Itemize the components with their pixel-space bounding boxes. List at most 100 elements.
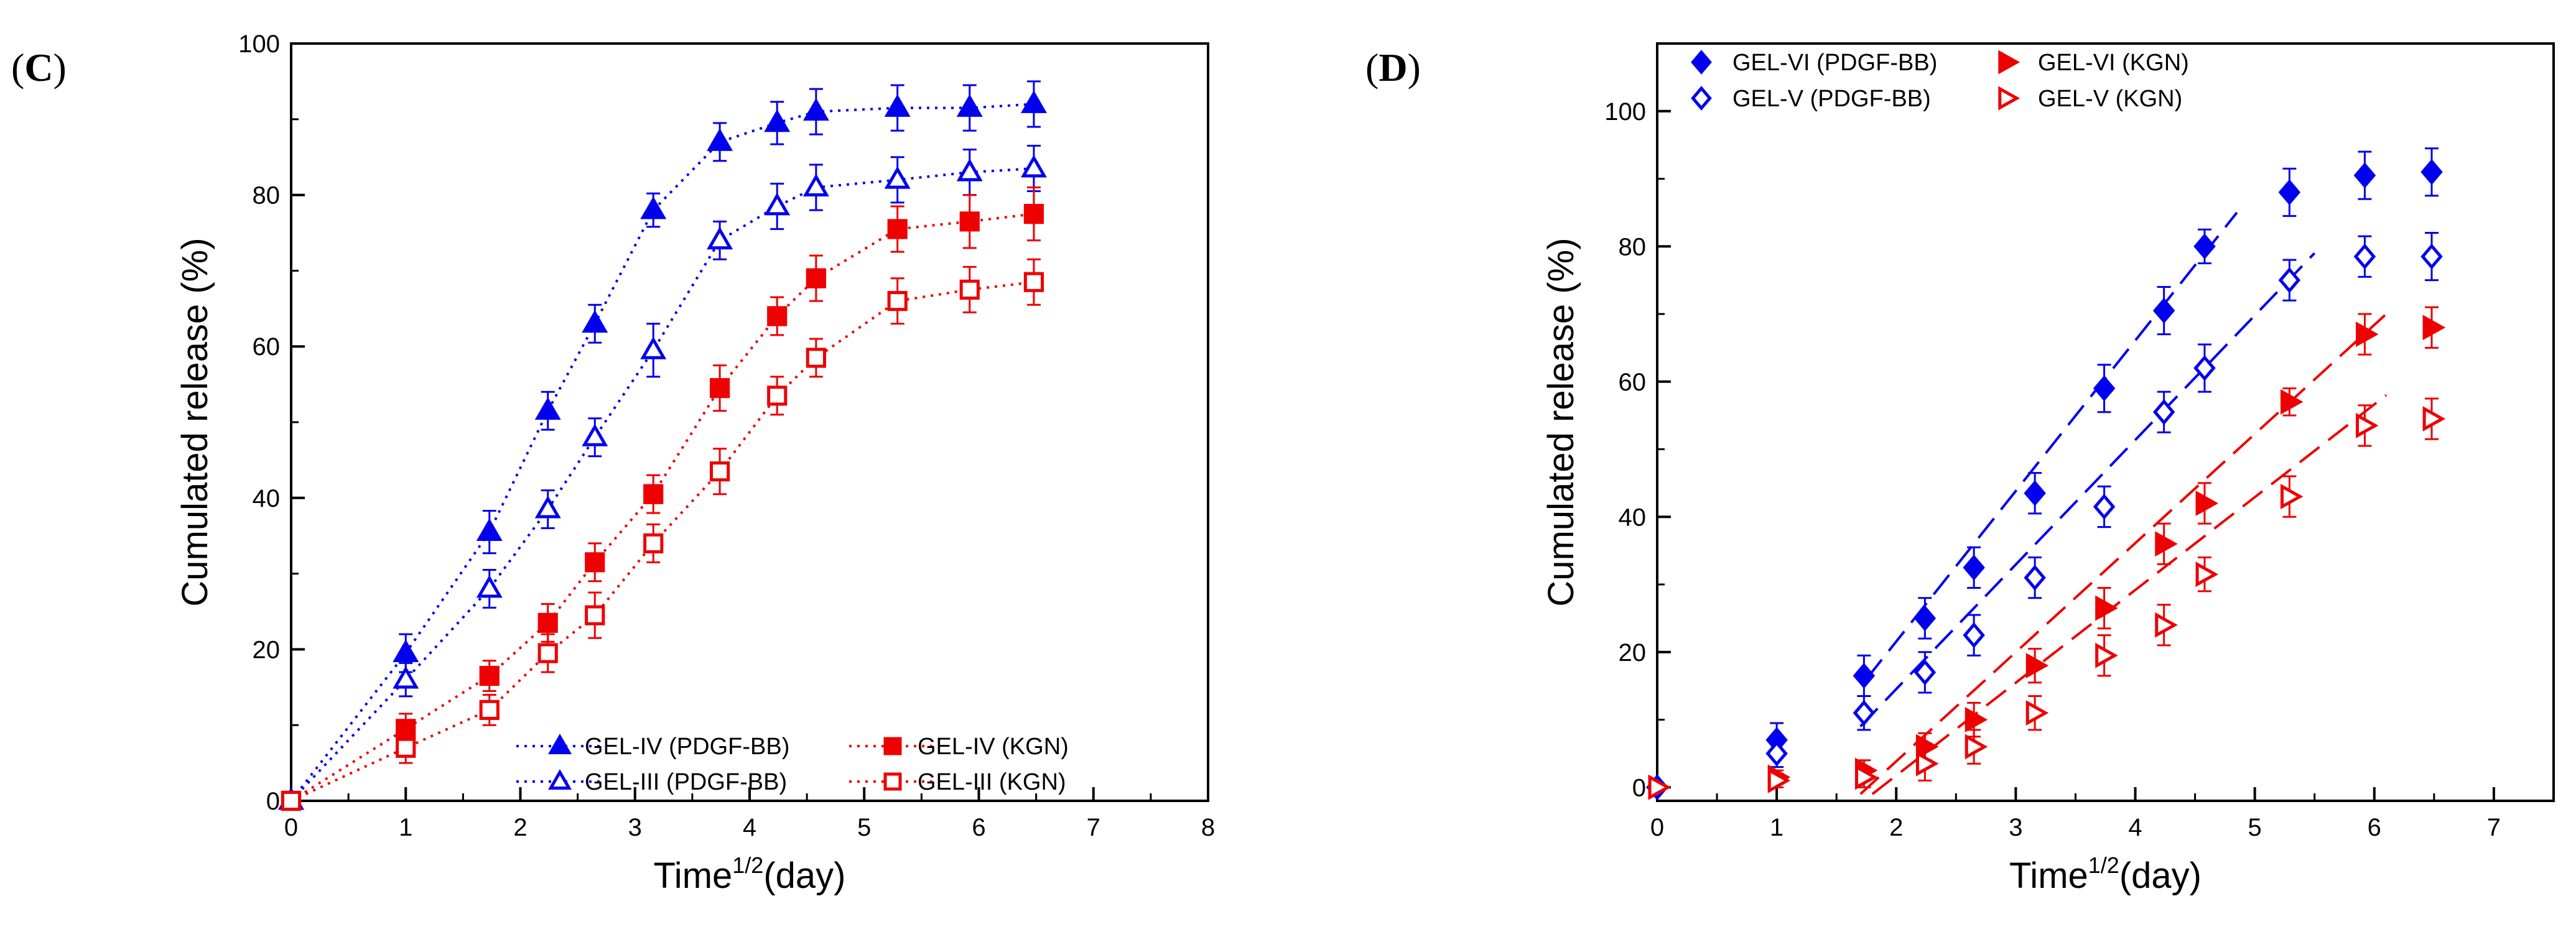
d-legend-label: GEL-VI (KGN) xyxy=(2038,50,2189,76)
c-legend-label: GEL-III (KGN) xyxy=(918,769,1066,795)
d-data-point xyxy=(1853,662,1876,689)
d-x-tick-label: 4 xyxy=(2128,814,2142,841)
d-data-point xyxy=(2024,480,2046,507)
c-legend-item: GEL-IV (KGN) xyxy=(849,734,1069,760)
c-x-tick-label: 0 xyxy=(284,814,298,841)
d-legend-label: GEL-V (KGN) xyxy=(2038,86,2182,112)
c-data-point xyxy=(709,461,730,482)
c-legend-marker xyxy=(883,737,902,755)
d-data-point xyxy=(2152,399,2175,425)
c-data-point xyxy=(640,196,667,219)
d-x-tick-label: 1 xyxy=(1770,814,1783,841)
d-data-point xyxy=(1913,605,1937,632)
d-legend-label: GEL-VI (PDGF-BB) xyxy=(1732,50,1937,76)
d-x-tick-label: 7 xyxy=(2487,814,2501,841)
c-data-point xyxy=(1020,90,1047,113)
c-x-axis-label-sup: 1/2 xyxy=(732,852,763,878)
d-data-point xyxy=(1963,622,1985,649)
d-x-tick-label: 5 xyxy=(2248,814,2262,841)
c-data-point xyxy=(1023,272,1044,292)
c-data-point xyxy=(281,790,302,811)
c-data-point xyxy=(806,348,826,368)
d-x-tick-label: 6 xyxy=(2368,814,2381,841)
panel-d-letter-char: D xyxy=(1379,45,1407,90)
d-data-point xyxy=(2420,159,2443,185)
d-y-tick-label: 20 xyxy=(1619,639,1647,667)
d-fit-line xyxy=(1865,211,2238,680)
d-legend-marker xyxy=(1998,86,2020,111)
d-data-point xyxy=(2422,315,2446,341)
d-data-point xyxy=(1913,659,1937,686)
c-data-point xyxy=(585,605,605,625)
c-legend-item: GEL-IV (PDGF-BB) xyxy=(516,733,789,760)
c-data-point xyxy=(764,109,791,132)
c-data-point xyxy=(1023,203,1044,224)
c-series-0 xyxy=(278,80,1047,810)
c-data-point xyxy=(582,310,608,333)
c-data-point xyxy=(887,219,908,239)
d-data-point xyxy=(2278,179,2301,206)
d-x-tick-label: 0 xyxy=(1650,814,1664,841)
c-series-1 xyxy=(278,144,1047,810)
c-x-tick-label: 4 xyxy=(743,814,756,841)
d-x-axis-label-main: Time xyxy=(2009,856,2088,896)
d-data-point xyxy=(2422,406,2446,432)
panel-d-plot: 0 1 2 3 4 5 6 7 0 20 40 60 80 100 Time1/2(day) Cumulate… xyxy=(1541,42,2555,896)
c-data-point xyxy=(534,496,561,519)
d-data-point xyxy=(2093,375,2116,402)
c-data-point xyxy=(956,94,983,117)
c-series-3 xyxy=(281,258,1044,811)
d-data-point xyxy=(2155,612,2178,638)
d-legend-item: GEL-V (KGN) xyxy=(1998,86,2182,112)
c-y-tick-label: 0 xyxy=(266,788,280,815)
c-data-point xyxy=(479,665,500,686)
c-data-point xyxy=(393,639,419,662)
c-x-axis-label-unit: (day) xyxy=(763,856,845,896)
c-data-point xyxy=(959,211,980,232)
c-x-axis-label: Time1/2(day) xyxy=(654,852,846,896)
panel-d: (D) 0 1 2 3 4 5 6 7 0 20 40 60 80 100 Time1/2(day) Cumu… xyxy=(1365,42,2555,896)
c-legend-marker xyxy=(547,769,572,790)
c-y-axis-label: Cumulated release (%) xyxy=(175,238,215,606)
d-y-tick-label: 80 xyxy=(1619,233,1647,261)
c-y-tick-label: 20 xyxy=(253,636,281,663)
c-x-tick-label: 3 xyxy=(628,814,642,841)
d-data-point xyxy=(2356,321,2379,348)
c-x-tick-label: 5 xyxy=(857,814,871,841)
d-data-point xyxy=(1915,750,1939,777)
d-data-point xyxy=(2152,297,2175,324)
d-data-point xyxy=(2025,700,2049,726)
d-data-point xyxy=(2353,243,2376,270)
c-series-line xyxy=(290,103,1035,802)
c-y-tick-label: 40 xyxy=(253,485,281,512)
d-data-point xyxy=(2193,355,2216,381)
c-data-point xyxy=(1020,154,1047,178)
d-data-point xyxy=(2420,243,2443,270)
d-data-point xyxy=(1765,741,1788,767)
c-data-point xyxy=(393,666,419,689)
panel-c-plot: 0 1 2 3 4 5 6 7 8020406080100Time1/2(day)Cumulat… xyxy=(175,30,1215,896)
c-data-point xyxy=(585,552,605,573)
panel-c-letter-char: C xyxy=(24,45,53,90)
c-data-point xyxy=(956,159,983,182)
c-x-tick-label: 6 xyxy=(972,814,985,841)
d-data-point xyxy=(2280,484,2304,510)
d-y-tick-label: 100 xyxy=(1604,98,1646,126)
d-series-0 xyxy=(1646,147,2443,801)
d-fit-line xyxy=(1859,252,2316,727)
c-data-point xyxy=(643,484,664,504)
d-series-3 xyxy=(1648,394,2446,800)
c-legend-marker xyxy=(883,772,902,791)
c-series-line xyxy=(290,213,1035,802)
d-data-point xyxy=(2353,162,2376,188)
d-data-point xyxy=(2356,413,2379,438)
d-series-1 xyxy=(1646,232,2443,801)
c-legend-label: GEL-III (PDGF-BB) xyxy=(585,769,787,795)
d-data-point xyxy=(2278,267,2301,293)
c-data-point xyxy=(806,268,826,288)
d-legend-item: GEL-V (PDGF-BB) xyxy=(1691,86,1931,112)
d-data-point xyxy=(1963,554,1985,581)
d-data-point xyxy=(2195,561,2219,588)
c-data-point xyxy=(534,397,561,420)
